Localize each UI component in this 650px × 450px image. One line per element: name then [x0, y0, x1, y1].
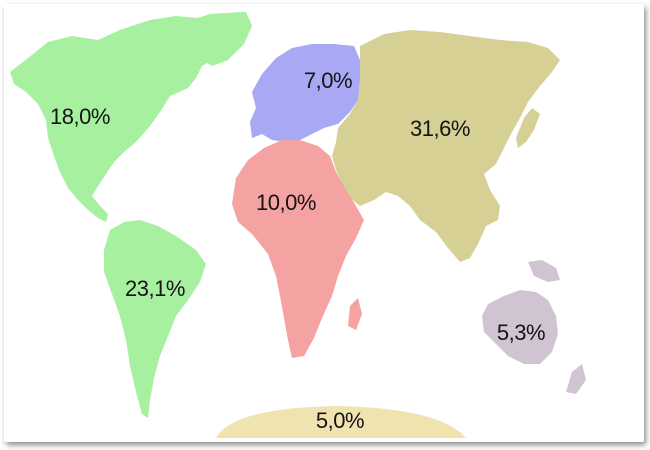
africa-region [232, 140, 364, 358]
greenland-region [186, 12, 252, 66]
oceania-region [482, 290, 558, 364]
africa-label: 10,0% [256, 190, 316, 215]
europe-region [250, 44, 360, 142]
europe-label: 7,0% [304, 68, 352, 93]
new-guinea-region [528, 260, 560, 282]
antarctica-region [216, 406, 466, 438]
north-america-label: 18,0% [50, 104, 110, 129]
south-america-region [104, 220, 206, 418]
asia-label: 31,6% [410, 116, 470, 141]
oceania-label: 5,3% [497, 320, 545, 345]
south-america-label: 23,1% [125, 276, 185, 301]
madagascar-region [348, 298, 362, 330]
japan-region [516, 108, 540, 148]
asia-region [332, 30, 560, 262]
antarctica-label: 5,0% [316, 408, 364, 433]
north-america-region [10, 12, 250, 222]
new-zealand-region [566, 364, 586, 394]
